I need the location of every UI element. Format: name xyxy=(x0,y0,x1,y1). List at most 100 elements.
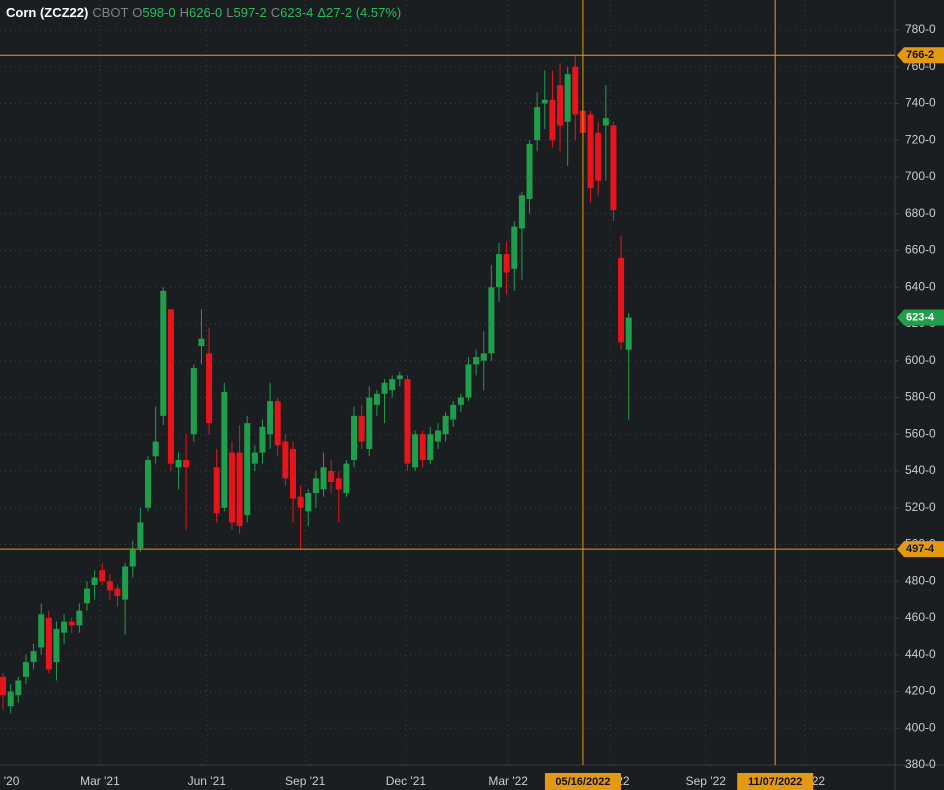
price-marker xyxy=(897,541,944,558)
candle-body xyxy=(618,257,625,343)
exchange: CBOT xyxy=(92,5,128,20)
candle-body xyxy=(198,338,205,347)
candle-body xyxy=(137,522,144,549)
candle-body xyxy=(442,415,449,435)
candle-body xyxy=(335,478,342,490)
candle-body xyxy=(145,459,152,508)
candle-body xyxy=(465,364,472,398)
quote-label: H xyxy=(180,5,189,20)
candle-body xyxy=(526,143,533,200)
y-tick-label: 660-0 xyxy=(905,243,936,257)
candle-body xyxy=(221,391,228,508)
quote-label: L xyxy=(226,5,233,20)
candle-body xyxy=(30,651,37,663)
price-marker xyxy=(897,47,944,64)
candle-body xyxy=(389,379,396,391)
y-tick-label: 440-0 xyxy=(905,647,936,661)
y-tick-label: 560-0 xyxy=(905,426,936,440)
quote-value: 623-4 xyxy=(280,5,313,20)
candle-body xyxy=(564,74,571,122)
candle-body xyxy=(122,566,129,600)
y-tick-label: 480-0 xyxy=(905,573,936,587)
x-tick-label: Mar '22 xyxy=(488,774,528,788)
candle-body xyxy=(259,426,266,453)
candle-body xyxy=(274,401,281,446)
date-marker-label: 05/16/2022 xyxy=(555,776,610,788)
candle-body xyxy=(114,588,121,596)
last-price-marker xyxy=(897,309,944,326)
y-tick-label: 720-0 xyxy=(905,132,936,146)
candle-body xyxy=(381,382,388,394)
candle-body xyxy=(213,467,220,514)
candle-body xyxy=(190,368,197,435)
candle-body xyxy=(366,397,373,449)
price-marker-label: 497-4 xyxy=(906,543,935,555)
symbol: Corn (ZCZ22) xyxy=(6,5,88,20)
candle-body xyxy=(419,434,426,460)
candle-body xyxy=(473,357,480,365)
candle-body xyxy=(99,570,106,582)
y-tick-label: 380-0 xyxy=(905,757,936,771)
candle-body xyxy=(457,397,464,405)
candle-body xyxy=(427,434,434,460)
candle-body xyxy=(450,404,457,420)
y-tick-label: 700-0 xyxy=(905,169,936,183)
candle-body xyxy=(496,254,503,288)
candle-body xyxy=(15,680,22,696)
candle-body xyxy=(541,99,548,104)
candle-body xyxy=(351,415,358,460)
y-tick-label: 520-0 xyxy=(905,500,936,514)
candle-body xyxy=(511,226,518,269)
price-marker-label: 766-2 xyxy=(906,49,934,61)
candle-body xyxy=(206,353,213,424)
candle-body xyxy=(320,467,327,490)
candle-body xyxy=(480,353,487,361)
candle-body xyxy=(91,577,98,585)
candle-body xyxy=(45,617,52,670)
candle-body xyxy=(53,629,60,663)
y-tick-label: 600-0 xyxy=(905,353,936,367)
quote-value: 597-2 xyxy=(233,5,266,20)
candle-body xyxy=(358,415,365,442)
candle-body xyxy=(404,379,411,464)
change: Δ27-2 (4.57%) xyxy=(317,5,401,20)
candle-body xyxy=(434,430,441,442)
candle-body xyxy=(68,621,75,626)
candle-body xyxy=(61,621,68,633)
quote-value: 626-0 xyxy=(189,5,222,20)
candle-body xyxy=(297,496,304,508)
candle-body xyxy=(373,393,380,405)
y-tick-label: 540-0 xyxy=(905,463,936,477)
candle-body xyxy=(282,441,289,479)
x-tick-label: Mar '21 xyxy=(80,774,120,788)
candle-body xyxy=(572,66,579,115)
candle-body xyxy=(312,478,319,494)
candle-body xyxy=(76,610,83,626)
candle-body xyxy=(328,470,335,483)
candle-body xyxy=(518,195,525,229)
last-price-label: 623-4 xyxy=(906,311,935,323)
candle-body xyxy=(83,588,90,604)
candle-body xyxy=(343,463,350,494)
candle-body xyxy=(488,287,495,354)
candle-body xyxy=(236,452,243,527)
candle-body xyxy=(228,452,235,523)
x-tick-label: Sep '22 xyxy=(686,774,727,788)
y-tick-label: 420-0 xyxy=(905,684,936,698)
candle-body xyxy=(22,662,29,677)
candle-body xyxy=(503,254,510,273)
candle-body xyxy=(160,290,167,416)
candle-body xyxy=(267,401,274,435)
x-tick-label: Dec '20 xyxy=(0,774,20,788)
candle-body xyxy=(183,459,190,468)
candle-body xyxy=(625,317,632,350)
y-tick-label: 460-0 xyxy=(905,610,936,624)
candle-body xyxy=(557,85,564,126)
date-marker xyxy=(544,773,621,790)
candle-body xyxy=(602,118,609,126)
y-tick-label: 740-0 xyxy=(905,96,936,110)
date-marker-label: 11/07/2022 xyxy=(748,776,802,788)
candle-body xyxy=(610,125,617,211)
